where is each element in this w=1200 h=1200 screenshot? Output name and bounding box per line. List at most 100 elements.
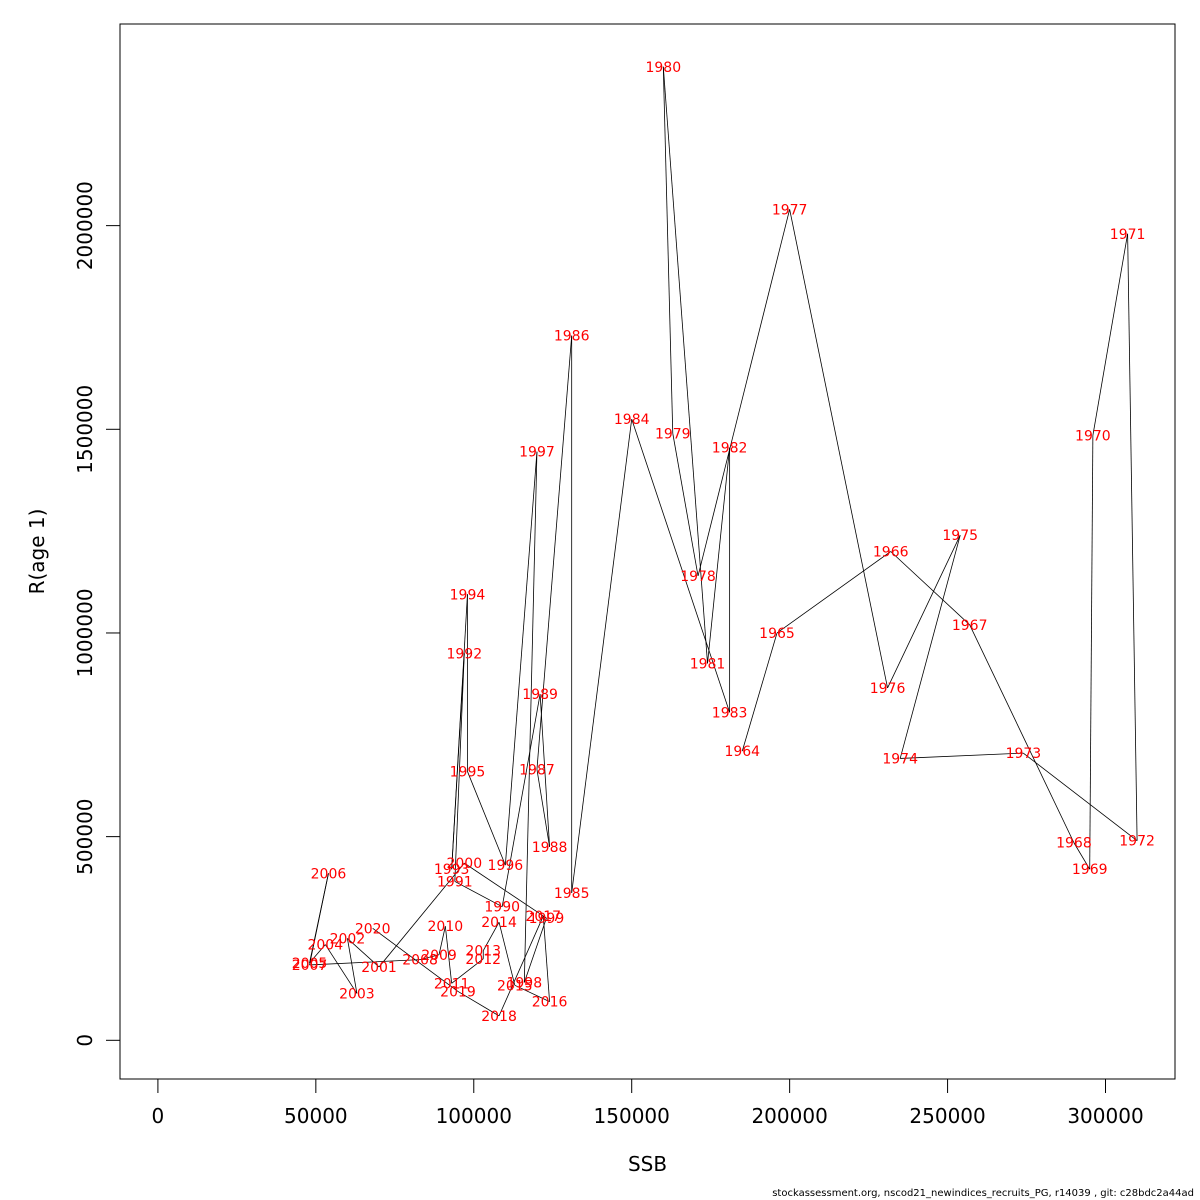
point-label-1978: 1978: [680, 569, 716, 585]
point-label-2006: 2006: [311, 866, 347, 882]
point-label-2001: 2001: [361, 960, 397, 976]
connecting-segment: [1089, 435, 1094, 870]
connecting-segment: [536, 335, 573, 770]
connecting-segment: [482, 921, 500, 951]
connecting-segment: [523, 451, 538, 983]
connecting-segment: [900, 752, 1024, 759]
connecting-segment: [324, 944, 358, 994]
data-series: [309, 66, 1138, 1017]
point-label-1976: 1976: [870, 681, 906, 697]
connecting-segment: [523, 917, 547, 983]
connecting-segment: [514, 984, 550, 1002]
x-axis-title: SSB: [628, 1152, 667, 1176]
point-label-1996: 1996: [488, 858, 524, 874]
x-tick-label: 0: [152, 1104, 165, 1128]
connecting-segment: [457, 991, 500, 1017]
connecting-segment: [1023, 752, 1138, 842]
point-label-1999: 1999: [529, 911, 565, 927]
connecting-segment: [419, 954, 440, 961]
point-label-2017: 2017: [525, 909, 561, 925]
connecting-segment: [539, 694, 550, 847]
point-label-1967: 1967: [952, 618, 988, 634]
y-tick-label: 0: [73, 1034, 97, 1047]
point-label-1968: 1968: [1056, 836, 1092, 852]
point-label-1984: 1984: [614, 412, 650, 428]
point-label-1969: 1969: [1072, 862, 1108, 878]
connecting-segment: [309, 944, 326, 964]
connecting-segment: [454, 881, 503, 908]
connecting-segment: [662, 66, 674, 434]
connecting-segment: [697, 209, 791, 577]
footer-caption: stockassessment.org, nscod21_newindices_…: [772, 1188, 1194, 1199]
point-label-2000: 2000: [446, 856, 482, 872]
connecting-segment: [467, 771, 506, 866]
point-label-2015: 2015: [497, 978, 533, 994]
y-tick-label: 1000000: [73, 588, 97, 677]
connecting-segment: [498, 922, 516, 986]
connecting-segment: [347, 938, 358, 994]
point-label-2004: 2004: [307, 938, 343, 954]
connecting-segment: [887, 535, 961, 689]
point-label-2003: 2003: [339, 986, 375, 1002]
point-label-1988: 1988: [532, 840, 568, 856]
point-label-1982: 1982: [712, 441, 748, 457]
point-label-1985: 1985: [554, 886, 590, 902]
x-tick-label: 100000: [436, 1104, 512, 1128]
point-label-2014: 2014: [481, 915, 517, 931]
point-label-1971: 1971: [1110, 227, 1146, 243]
point-label-1989: 1989: [522, 687, 558, 703]
point-label-2013: 2013: [465, 944, 501, 960]
connecting-segment: [454, 653, 465, 882]
connecting-segment: [741, 632, 778, 752]
connecting-segment: [542, 916, 550, 1002]
x-tick-label: 250000: [909, 1104, 985, 1128]
connecting-segment: [501, 693, 541, 907]
point-label-1994: 1994: [450, 587, 486, 603]
connecting-segment: [451, 594, 468, 870]
point-label-2010: 2010: [428, 919, 464, 935]
point-label-1998: 1998: [506, 975, 542, 991]
connecting-segment: [309, 873, 329, 966]
connecting-segment: [789, 209, 888, 689]
y-tick-label: 2000000: [73, 181, 97, 270]
point-labels: 1964 1965 1966 1967 1968 1969 1970 1971 1972 1973…: [292, 60, 1155, 1025]
connecting-segment: [451, 958, 484, 984]
connecting-segment: [899, 535, 961, 759]
point-label-1997: 1997: [519, 445, 555, 461]
y-axis: 0 500000 1000000 1500000 2000000: [73, 181, 121, 1047]
y-axis-title: R(age 1): [25, 509, 49, 595]
point-label-1975: 1975: [942, 528, 978, 544]
x-tick-label: 50000: [284, 1104, 348, 1128]
point-label-1970: 1970: [1075, 428, 1111, 444]
point-label-2016: 2016: [532, 995, 568, 1011]
connecting-segment: [536, 769, 550, 847]
y-tick-label: 1500000: [73, 385, 97, 474]
point-label-1973: 1973: [1006, 746, 1042, 762]
point-label-1964: 1964: [724, 744, 760, 760]
point-label-1992: 1992: [446, 646, 482, 662]
connecting-segment: [444, 926, 453, 984]
point-label-2007: 2007: [292, 958, 328, 974]
connecting-segment: [890, 551, 970, 626]
point-label-2012: 2012: [465, 952, 501, 968]
point-label-1987: 1987: [519, 762, 555, 778]
connecting-segment: [776, 551, 891, 634]
point-label-2005: 2005: [292, 956, 328, 972]
point-label-1981: 1981: [690, 657, 726, 673]
connecting-segment: [504, 451, 538, 866]
point-label-2008: 2008: [402, 953, 438, 969]
x-tick-label: 150000: [594, 1104, 670, 1128]
point-label-1966: 1966: [873, 545, 909, 561]
point-label-2002: 2002: [330, 931, 366, 947]
point-label-1974: 1974: [882, 751, 918, 767]
connecting-segment: [372, 927, 459, 992]
point-label-1977: 1977: [772, 202, 808, 218]
connecting-segment: [571, 419, 633, 893]
point-label-1972: 1972: [1119, 834, 1155, 850]
connecting-segment: [1073, 842, 1091, 870]
point-label-1979: 1979: [655, 426, 691, 442]
connecting-segment: [1127, 233, 1138, 841]
x-axis: 0 50000 100000 150000 200000 250000 300000: [152, 1078, 1144, 1128]
y-tick-label: 500000: [73, 798, 97, 874]
